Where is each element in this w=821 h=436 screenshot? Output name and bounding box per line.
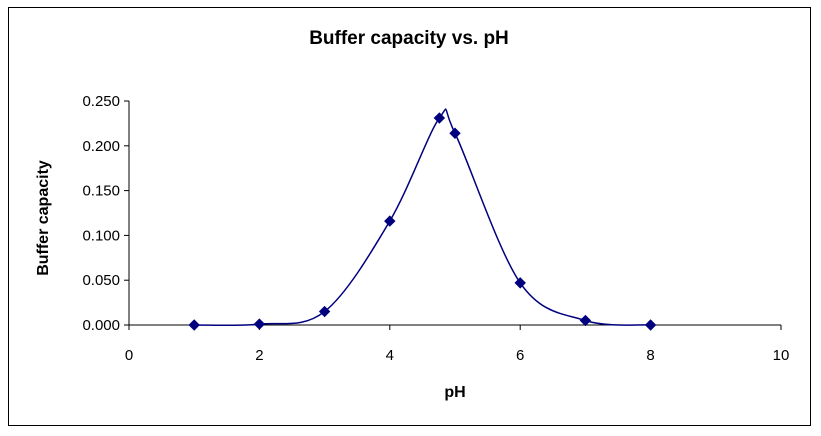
data-point <box>318 305 331 318</box>
x-tick-label: 4 <box>386 347 394 364</box>
y-tick-label: 0.250 <box>82 93 120 110</box>
data-point <box>433 112 446 124</box>
data-point <box>579 314 592 327</box>
y-tick-label: 0.150 <box>82 183 120 200</box>
data-point <box>253 318 266 330</box>
data-point <box>188 319 200 331</box>
chart-frame <box>8 7 811 426</box>
x-tick-label: 10 <box>773 347 790 364</box>
series-line <box>194 108 651 327</box>
x-tick-label: 0 <box>125 347 133 364</box>
y-tick-label: 0.200 <box>82 138 120 155</box>
x-axis-title: pH <box>444 384 465 401</box>
data-point <box>514 277 526 289</box>
x-tick-label: 6 <box>516 347 524 364</box>
data-point <box>384 215 396 227</box>
y-axis-title: Buffer capacity <box>35 160 52 276</box>
y-tick-label: 0.050 <box>82 272 120 289</box>
x-tick-label: 2 <box>255 347 263 364</box>
chart-title: Buffer capacity vs. pH <box>309 28 509 49</box>
x-tick-label: 8 <box>646 347 654 364</box>
data-point <box>449 127 461 139</box>
curve-layer <box>194 108 651 327</box>
y-tick-label: 0.100 <box>82 227 120 244</box>
data-point <box>644 319 657 331</box>
marker-layer <box>188 112 657 331</box>
y-tick-label: 0.000 <box>82 317 120 334</box>
axes: 0.000 0.050 0.100 0.150 0.200 0.250 0 2 4 6 8 10 <box>82 93 789 364</box>
